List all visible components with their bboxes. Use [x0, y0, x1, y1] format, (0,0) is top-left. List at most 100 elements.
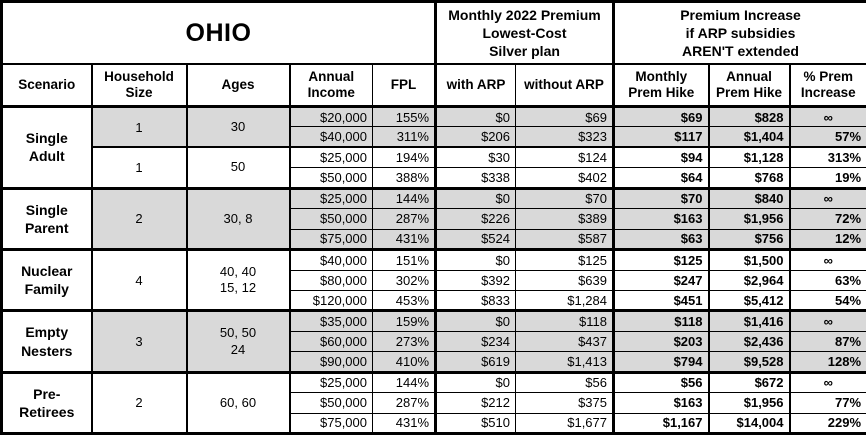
pct-increase-cell: 128%: [788, 351, 866, 373]
table-row: Empty Nesters 3 50, 50 24 $35,000 159% $0 $118…: [1, 309, 866, 373]
annual-hike-cell: $1,956: [707, 208, 790, 230]
table-title: OHIO: [1, 1, 436, 65]
pct-increase-cell: 229%: [788, 412, 866, 435]
household-size-cell: 1: [90, 146, 187, 189]
ages-cell: 50, 50 24: [185, 309, 290, 373]
annual-hike-cell: $1,416: [707, 309, 790, 332]
income-cell: $75,000: [288, 228, 373, 251]
with-arp-cell: $0: [434, 370, 516, 394]
monthly-hike-cell: $451: [612, 289, 709, 312]
pct-increase-cell: 54%: [788, 289, 866, 312]
fpl-cell: 144%: [372, 370, 436, 394]
annual-hike-cell: $2,964: [707, 269, 790, 291]
col-header-without-arp: without ARP: [515, 63, 614, 108]
fpl-cell: 431%: [372, 228, 436, 251]
income-cell: $50,000: [288, 392, 373, 414]
annual-hike-cell: $840: [707, 186, 790, 210]
fpl-cell: 311%: [372, 126, 436, 148]
monthly-hike-cell: $118: [612, 309, 709, 332]
table-row: Pre- Retirees 2 60, 60 $25,000 144% $0 $56 $56 $…: [1, 370, 866, 435]
fpl-cell: 287%: [372, 392, 436, 414]
annual-hike-cell: $1,404: [707, 126, 790, 148]
col-header-annual-income: Annual Income: [288, 63, 373, 108]
pct-increase-cell: 77%: [788, 392, 866, 414]
scenario-cell: Nuclear Family: [1, 248, 92, 312]
annual-hike-cell: $1,500: [707, 248, 790, 271]
fpl-cell: 155%: [372, 104, 436, 128]
monthly-hike-cell: $203: [612, 330, 709, 353]
scenario-cell: Single Parent: [1, 186, 92, 251]
income-cell: $120,000: [288, 289, 373, 312]
household-size-cell: 4: [90, 248, 187, 312]
income-cell: $50,000: [288, 208, 373, 230]
table-row: Single Parent 2 30, 8 $25,000 144% $0 $70 $70 $8…: [1, 186, 866, 251]
without-arp-cell: $1,677: [515, 412, 614, 435]
pct-increase-cell: ∞: [788, 186, 866, 210]
without-arp-cell: $1,413: [515, 351, 614, 373]
pct-increase-cell: 19%: [788, 167, 866, 189]
scenario-cell: Pre- Retirees: [1, 370, 92, 435]
with-arp-cell: $206: [434, 126, 516, 148]
premium-2022-header: Monthly 2022 Premium Lowest-Cost Silver …: [434, 1, 614, 65]
table-row: $50,000 388% $338 $402 $64 $768 19%: [2, 167, 866, 189]
without-arp-cell: $125: [515, 248, 614, 271]
with-arp-cell: $212: [434, 392, 516, 414]
with-arp-cell: $0: [434, 186, 516, 210]
col-header-with-arp: with ARP: [434, 63, 516, 108]
annual-hike-cell: $2,436: [707, 330, 790, 353]
table-row: Single Adult 1 30 $20,000 155% $0 $69 $69 $828 ∞: [1, 104, 866, 189]
household-size-cell: 2: [90, 370, 187, 435]
income-cell: $25,000: [288, 146, 373, 169]
annual-hike-cell: $828: [707, 104, 790, 128]
col-header-scenario: Scenario: [1, 63, 92, 108]
with-arp-cell: $0: [434, 104, 516, 128]
table-row: $40,000 311% $206 $323 $117 $1,404 57%: [2, 126, 866, 148]
with-arp-cell: $392: [434, 269, 516, 291]
income-cell: $90,000: [288, 351, 373, 373]
without-arp-cell: $56: [515, 370, 614, 394]
fpl-cell: 431%: [372, 412, 436, 435]
scenario-cell: Empty Nesters: [1, 309, 92, 373]
pct-increase-cell: 72%: [788, 208, 866, 230]
pct-increase-cell: ∞: [788, 370, 866, 394]
with-arp-cell: $619: [434, 351, 516, 373]
without-arp-cell: $118: [515, 309, 614, 332]
with-arp-cell: $0: [434, 248, 516, 271]
without-arp-cell: $323: [515, 126, 614, 148]
premium-increase-header: Premium Increase if ARP subsidies AREN'T…: [611, 1, 866, 65]
annual-hike-cell: $672: [707, 370, 790, 394]
income-cell: $25,000: [288, 370, 373, 394]
col-header-household-size: Household Size: [90, 63, 187, 108]
with-arp-cell: $226: [434, 208, 516, 230]
income-cell: $40,000: [288, 126, 373, 148]
income-cell: $20,000: [288, 104, 373, 128]
col-header-monthly-prem-hike: Monthly Prem Hike: [612, 63, 709, 108]
col-header-fpl: FPL: [372, 63, 436, 108]
monthly-hike-cell: $70: [612, 186, 709, 210]
annual-hike-cell: $768: [707, 167, 790, 189]
pct-increase-cell: 87%: [788, 330, 866, 353]
income-cell: $75,000: [288, 412, 373, 435]
fpl-cell: 144%: [372, 186, 436, 210]
household-size-cell: 3: [90, 309, 187, 373]
fpl-cell: 410%: [372, 351, 436, 373]
fpl-cell: 287%: [372, 208, 436, 230]
pct-increase-cell: 313%: [788, 146, 866, 169]
with-arp-cell: $30: [434, 146, 516, 169]
col-header-pct-prem-increase: % Prem Increase: [788, 63, 866, 108]
ages-cell: 30, 8: [185, 186, 290, 251]
col-header-annual-prem-hike: Annual Prem Hike: [707, 63, 790, 108]
pct-increase-cell: ∞: [788, 248, 866, 271]
pct-increase-cell: 63%: [788, 269, 866, 291]
monthly-hike-cell: $163: [612, 208, 709, 230]
monthly-hike-cell: $94: [612, 146, 709, 169]
income-cell: $40,000: [288, 248, 373, 271]
without-arp-cell: $402: [515, 167, 614, 189]
income-cell: $25,000: [288, 186, 373, 210]
fpl-cell: 194%: [372, 146, 436, 169]
monthly-hike-cell: $125: [612, 248, 709, 271]
table-row: $90,000 410% $619 $1,413 $794 $9,528 128%: [2, 351, 866, 373]
ages-cell: 50: [185, 146, 290, 189]
without-arp-cell: $124: [515, 146, 614, 169]
income-cell: $50,000: [288, 167, 373, 189]
